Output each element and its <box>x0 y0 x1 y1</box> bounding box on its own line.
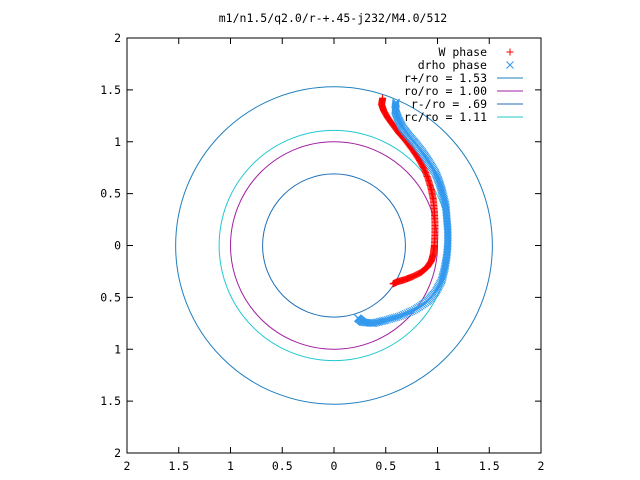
legend-label: drho phase <box>418 58 487 72</box>
point <box>442 253 451 262</box>
point <box>442 252 451 260</box>
x-tick-label: 2 <box>538 459 545 473</box>
point <box>432 171 441 180</box>
legend-label: rc/ro = 1.11 <box>404 110 487 124</box>
point <box>440 264 449 273</box>
data-points <box>353 94 452 328</box>
x-tick-label: 0 <box>331 459 338 473</box>
x-tick-label: 1.5 <box>168 459 189 473</box>
point <box>440 197 449 206</box>
point <box>378 317 387 325</box>
legend-label: r+/ro = 1.53 <box>404 71 487 85</box>
point <box>375 317 384 326</box>
radius-circles <box>175 86 493 405</box>
y-tick-label: 0 <box>114 239 121 253</box>
x-tick-label: 1 <box>434 459 441 473</box>
point <box>440 267 448 276</box>
x-tick-label: 0.5 <box>272 459 293 473</box>
legend-label: W phase <box>439 45 488 59</box>
y-tick-label: 1 <box>114 342 121 356</box>
circle-4 <box>262 173 406 318</box>
y-tick-label: 0.5 <box>100 187 121 201</box>
legend-entry: ro/ro = 1.00 <box>404 84 523 98</box>
point <box>380 316 389 325</box>
point <box>442 256 450 265</box>
point <box>418 268 426 276</box>
y-tick-label: 2 <box>114 446 121 460</box>
legend-label: r-/ro = .69 <box>411 97 487 111</box>
point <box>439 269 448 277</box>
point <box>439 191 447 200</box>
y-tick-label: 1.5 <box>100 394 121 408</box>
point <box>431 169 440 177</box>
point <box>353 314 362 322</box>
y-tick-label: 2 <box>114 31 121 45</box>
x-tick-label: 1.5 <box>479 459 500 473</box>
circle-3 <box>230 141 438 350</box>
point <box>439 270 448 279</box>
point <box>441 258 450 266</box>
point <box>433 174 442 182</box>
point <box>377 317 385 326</box>
axis-ticks: 2 1.5 1 0.5 0 0.5 1 1.5 221.510.500.511.52 <box>100 31 544 473</box>
y-tick-label: 1.5 <box>100 83 121 97</box>
point <box>441 259 450 268</box>
legend-entry: rc/ro = 1.11 <box>404 110 523 124</box>
circle-5 <box>218 129 450 362</box>
point <box>439 194 448 203</box>
point <box>440 266 449 274</box>
legend-entry: r-/ro = .69 <box>411 97 523 111</box>
point <box>438 189 447 198</box>
point <box>434 175 442 184</box>
series-1-markers <box>353 98 452 328</box>
point <box>432 170 440 179</box>
legend-marker-sample <box>506 48 514 56</box>
point <box>438 273 447 282</box>
point <box>389 280 397 288</box>
point <box>441 199 449 207</box>
x-tick-label: 2 <box>124 459 131 473</box>
circle-2 <box>175 86 493 405</box>
legend-entry: r+/ro = 1.53 <box>404 71 523 85</box>
point <box>438 188 447 197</box>
point <box>441 262 449 271</box>
point <box>440 195 449 204</box>
y-tick-label: 0.5 <box>100 290 121 304</box>
x-tick-label: 1 <box>227 459 234 473</box>
point <box>441 261 450 270</box>
x-tick-label: 0.5 <box>375 459 396 473</box>
point <box>433 172 441 181</box>
chart-title: m1/n1.5/q2.0/r-+.45-j232/M4.0/512 <box>219 11 447 25</box>
point <box>442 255 451 263</box>
point <box>438 272 447 280</box>
point <box>439 192 448 201</box>
legend-entry: W phase <box>439 45 514 59</box>
point <box>381 316 390 325</box>
y-tick-label: 1 <box>114 135 121 149</box>
legend-marker-sample <box>506 61 514 69</box>
legend-entry: drho phase <box>418 58 514 72</box>
legend-label: ro/ro = 1.00 <box>404 84 487 98</box>
